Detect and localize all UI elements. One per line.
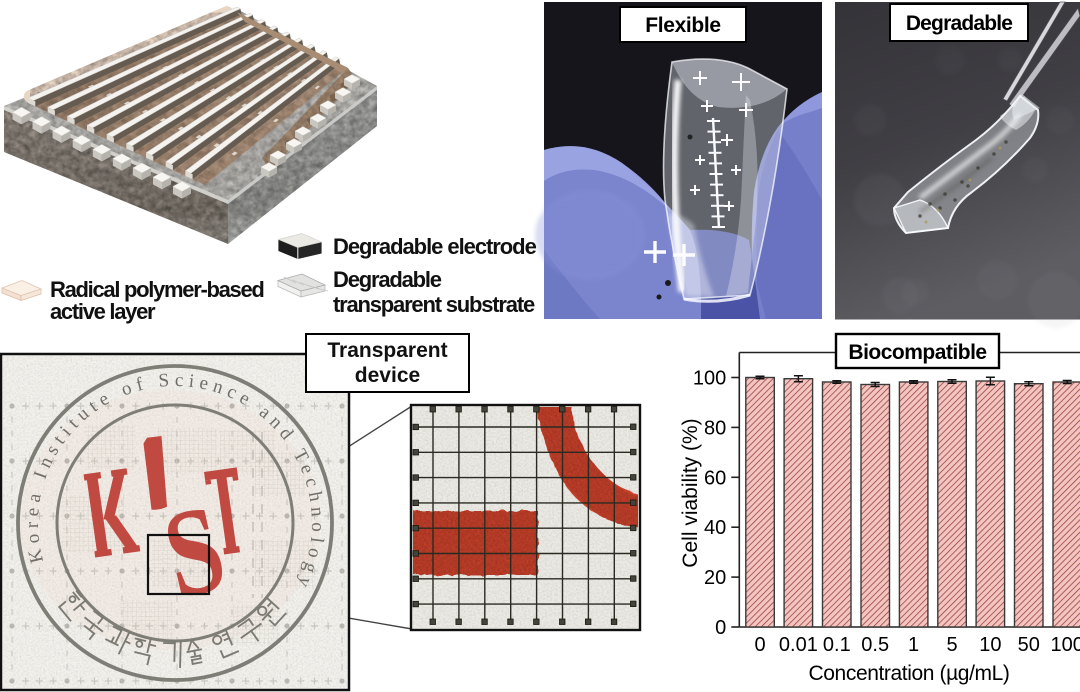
svg-text:20: 20 [704,567,726,589]
svg-text:0: 0 [715,617,726,639]
svg-text:100: 100 [693,368,726,390]
svg-text:60: 60 [704,467,726,489]
svg-text:0: 0 [754,634,765,656]
svg-text:80: 80 [704,417,726,439]
svg-text:40: 40 [704,517,726,539]
svg-text:1: 1 [908,634,919,656]
svg-text:0.01: 0.01 [779,634,818,656]
svg-text:100: 100 [1051,634,1080,656]
svg-text:5: 5 [946,634,957,656]
svg-text:Degradable: Degradable [906,12,1012,35]
svg-text:0.5: 0.5 [861,634,889,656]
svg-text:Flexible: Flexible [645,14,720,37]
svg-text:Biocompatible: Biocompatible [848,341,986,364]
svg-text:Cell viability (%): Cell viability (%) [679,418,702,567]
svg-text:50: 50 [1018,634,1040,656]
svg-text:0.1: 0.1 [823,634,851,656]
svg-text:10: 10 [979,634,1001,656]
svg-text:Concentration (µg/mL): Concentration (µg/mL) [809,662,1010,685]
